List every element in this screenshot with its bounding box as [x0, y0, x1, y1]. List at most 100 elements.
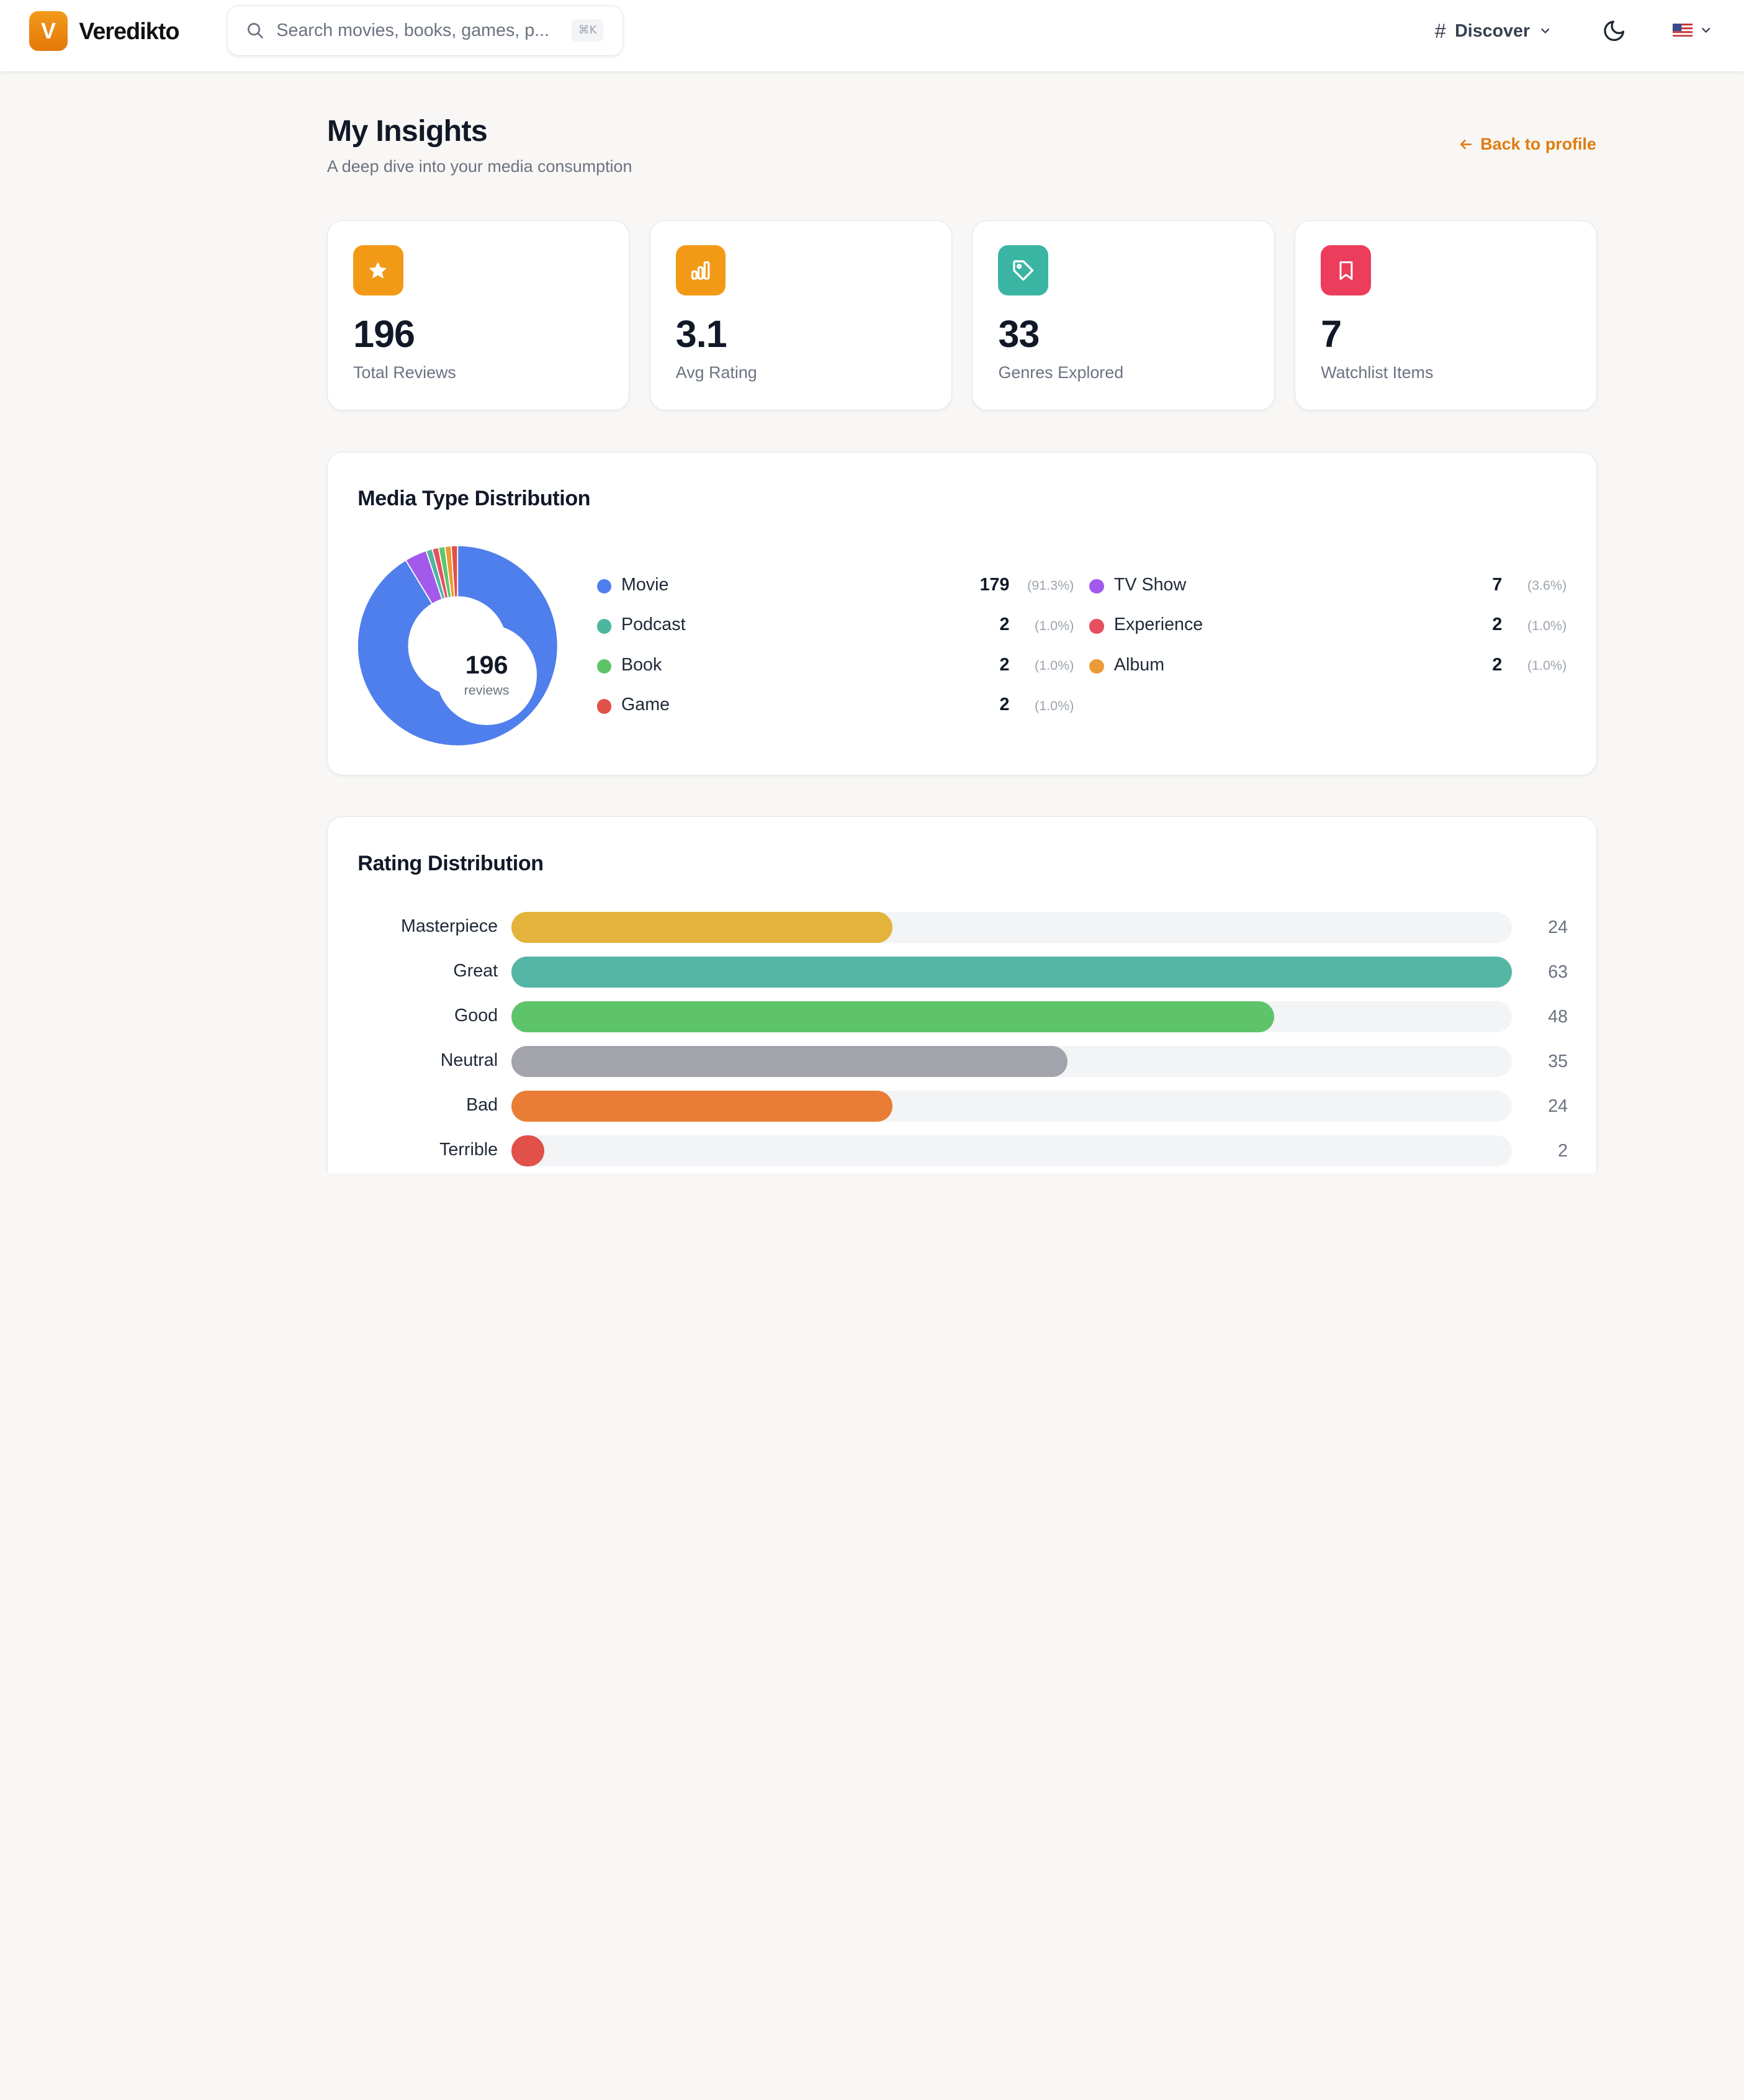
legend-name: TV Show — [1113, 574, 1187, 595]
legend-count: 2 — [999, 695, 1010, 715]
stat-value: 7 — [1321, 312, 1342, 355]
legend-count: 2 — [999, 654, 1010, 675]
rating-count: 24 — [1548, 1096, 1568, 1116]
rating-count: 63 — [1548, 962, 1568, 982]
legend-item-album: Album 2 (1.0%) — [1089, 654, 1566, 678]
stat-icon-box — [353, 245, 403, 295]
media-type-panel: Media Type Distribution 196 reviews Movi… — [326, 451, 1598, 776]
legend-name: Game — [621, 695, 670, 715]
legend-item-tv-show: TV Show 7 (3.6%) — [1089, 574, 1566, 598]
media-type-donut-chart: 196 reviews — [357, 545, 559, 747]
dark-mode-toggle-icon[interactable] — [1602, 19, 1626, 43]
legend-count: 2 — [999, 615, 1010, 635]
legend-name: Album — [1113, 654, 1165, 675]
rating-label: Masterpiece — [400, 916, 498, 936]
rating-bar-track — [511, 956, 1513, 988]
stat-label: Total Reviews — [353, 363, 456, 382]
legend-percent: (3.6%) — [1527, 578, 1567, 593]
page-title: My Insights — [326, 114, 488, 148]
rating-bar-fill[interactable] — [511, 1090, 893, 1122]
rating-distribution-title: Rating Distribution — [357, 851, 544, 875]
legend-count: 2 — [1492, 615, 1503, 635]
stat-card-watchlist: 7 Watchlist Items — [1295, 220, 1598, 411]
rating-label: Bad — [466, 1095, 498, 1115]
rating-label: Terrible — [439, 1140, 498, 1160]
legend-percent: (1.0%) — [1035, 658, 1074, 674]
top-nav: V Veredikto ⌘K # Discover — [0, 0, 1744, 73]
stat-label: Avg Rating — [675, 363, 757, 382]
arrow-left-icon — [1460, 139, 1472, 149]
hash-icon: # — [1434, 19, 1446, 42]
star-icon — [369, 261, 387, 279]
legend-percent: (1.0%) — [1527, 618, 1567, 633]
legend-item-movie: Movie 179 (91.3%) — [596, 574, 1074, 598]
legend-item-game: Game 2 (1.0%) — [596, 693, 1074, 718]
language-chevron-icon[interactable] — [1699, 24, 1713, 37]
legend-percent: (1.0%) — [1035, 698, 1074, 713]
rating-label: Great — [453, 960, 498, 981]
legend-count: 7 — [1492, 574, 1503, 595]
media-type-title: Media Type Distribution — [357, 487, 591, 511]
legend-dot — [1089, 579, 1104, 594]
chevron-down-icon — [1541, 29, 1550, 34]
page-subtitle: A deep dive into your media consumption — [326, 156, 632, 176]
bar-chart-icon — [691, 261, 710, 280]
donut-unit: reviews — [464, 682, 510, 698]
rating-bar-fill[interactable] — [511, 956, 1513, 988]
legend-name: Podcast — [621, 615, 686, 635]
rating-bar-track — [511, 1135, 1513, 1167]
stat-icon-box — [675, 245, 726, 295]
discover-label: Discover — [1455, 20, 1530, 41]
rating-bar-fill[interactable] — [511, 1135, 545, 1167]
stat-value: 196 — [353, 312, 415, 355]
legend-percent: (1.0%) — [1035, 618, 1074, 633]
search-shortcut-hint: ⌘K — [571, 19, 604, 42]
tag-icon — [1013, 260, 1034, 281]
search-icon — [248, 23, 264, 39]
rating-row-great: Great 63 — [328, 956, 1598, 988]
discover-menu-button[interactable]: # Discover — [1435, 16, 1552, 47]
legend-item-experience: Experience 2 (1.0%) — [1089, 613, 1566, 638]
legend-percent: (91.3%) — [1027, 578, 1074, 593]
rating-distribution-panel: Rating Distribution Masterpiece 24 Great 63… — [326, 816, 1598, 1173]
insights-page: V Veredikto ⌘K # Discover My Insig — [0, 0, 1744, 1173]
rating-count: 35 — [1548, 1051, 1568, 1071]
legend-dot — [596, 659, 611, 674]
legend-name: Experience — [1113, 615, 1203, 635]
legend-dot — [1089, 619, 1104, 634]
legend-item-podcast: Podcast 2 (1.0%) — [596, 613, 1074, 638]
rating-label: Good — [454, 1005, 498, 1025]
rating-count: 24 — [1548, 917, 1568, 937]
stat-card-avg-rating: 3.1 Avg Rating — [649, 220, 953, 411]
legend-dot — [1089, 659, 1104, 674]
rating-row-terrible: Terrible 2 — [328, 1135, 1598, 1167]
legend-dot — [596, 579, 611, 594]
us-flag-icon[interactable] — [1673, 23, 1693, 37]
rating-bar-track — [511, 1090, 1513, 1122]
rating-bar-fill[interactable] — [511, 1001, 1274, 1032]
stat-icon-box — [1321, 245, 1371, 295]
donut-total: 196 — [465, 651, 508, 680]
legend-dot — [596, 619, 611, 634]
rating-row-neutral: Neutral 35 — [328, 1045, 1598, 1078]
search-input[interactable] — [276, 17, 555, 44]
search-box[interactable]: ⌘K — [227, 5, 623, 56]
bookmark-icon — [1339, 261, 1352, 280]
rating-bar-track — [511, 1001, 1513, 1032]
rating-row-masterpiece: Masterpiece 24 — [328, 911, 1598, 943]
legend-percent: (1.0%) — [1527, 658, 1567, 674]
stat-label: Watchlist Items — [1321, 363, 1434, 382]
app-name[interactable]: Veredikto — [79, 17, 179, 44]
donut-slice-game[interactable] — [451, 545, 459, 598]
legend-dot — [596, 699, 611, 714]
stat-icon-box — [998, 245, 1049, 295]
rating-bar-fill[interactable] — [511, 1045, 1068, 1078]
legend-name: Movie — [621, 574, 669, 595]
stat-label: Genres Explored — [998, 363, 1124, 382]
back-to-profile-link[interactable]: Back to profile — [1458, 135, 1596, 154]
legend-count: 2 — [1492, 654, 1503, 675]
logo-mark[interactable]: V — [29, 11, 68, 52]
stat-card-genres: 33 Genres Explored — [972, 220, 1275, 411]
rating-bar-fill[interactable] — [511, 911, 893, 943]
rating-bar-track — [511, 911, 1513, 943]
